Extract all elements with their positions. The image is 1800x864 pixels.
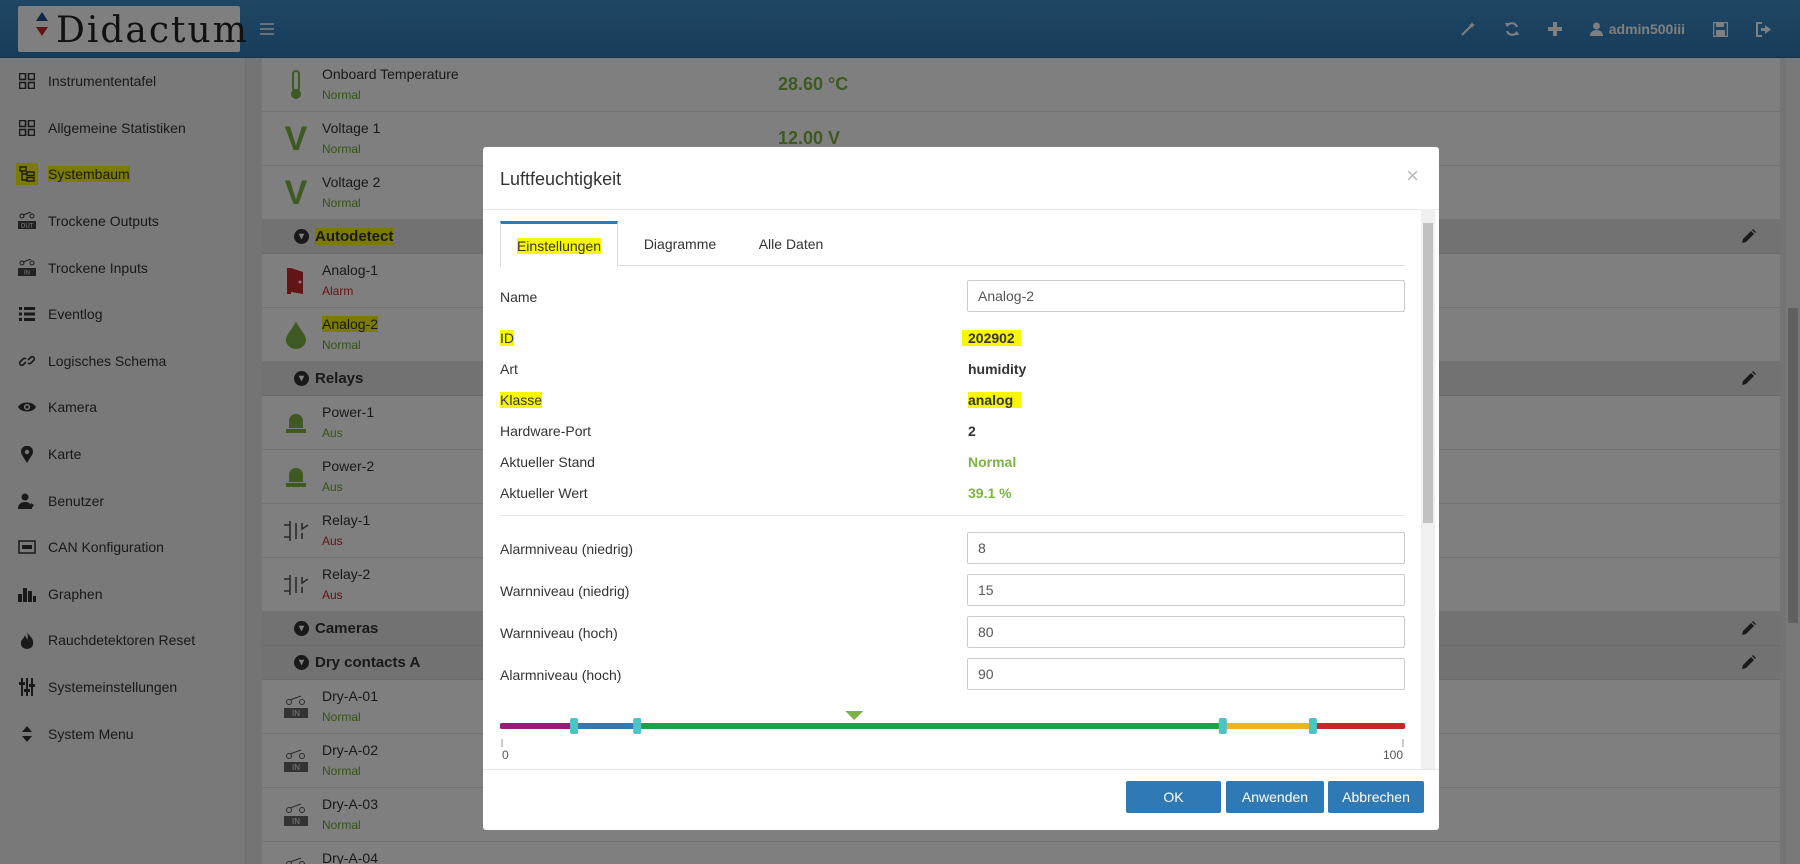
sensor-settings-dialog: Luftfeuchtigkeit × Einstellungen Diagram… bbox=[483, 147, 1439, 830]
tab-label: Diagramme bbox=[643, 235, 717, 252]
warn-high-label: Warnniveau (hoch) bbox=[500, 625, 618, 641]
warn-low-input[interactable] bbox=[967, 574, 1405, 606]
cancel-button[interactable]: Abbrechen bbox=[1328, 781, 1424, 813]
slider-handle[interactable] bbox=[1308, 718, 1317, 734]
aktueller-wert-value: 39.1 % bbox=[968, 485, 1012, 501]
aktueller-stand-value: Normal bbox=[968, 454, 1017, 470]
aktueller-wert-label: Aktueller Wert bbox=[500, 485, 588, 501]
divider bbox=[500, 515, 1405, 516]
tab-diagramme[interactable]: Diagramme bbox=[621, 221, 739, 266]
alarm-high-input[interactable] bbox=[967, 658, 1405, 690]
hardware-port-label: Hardware-Port bbox=[500, 423, 592, 439]
art-label: Art bbox=[500, 361, 518, 377]
divider bbox=[483, 769, 1439, 770]
slider-handle[interactable] bbox=[570, 718, 579, 734]
art-value: humidity bbox=[968, 361, 1027, 377]
alarm-low-label: Alarmniveau (niedrig) bbox=[500, 541, 634, 557]
name-input[interactable] bbox=[967, 280, 1405, 312]
aktueller-stand-label: Aktueller Stand bbox=[500, 454, 595, 470]
tab-label: Einstellungen bbox=[516, 237, 602, 254]
dialog-scrollbar[interactable] bbox=[1421, 209, 1435, 769]
tab-einstellungen[interactable]: Einstellungen bbox=[500, 221, 618, 267]
id-label: ID bbox=[500, 330, 514, 346]
alarm-high-label: Alarmniveau (hoch) bbox=[500, 667, 622, 683]
tab-label: Alle Daten bbox=[758, 235, 824, 252]
klasse-value: analog bbox=[968, 392, 1022, 408]
klasse-label: Klasse bbox=[500, 392, 543, 408]
tab-alle-daten[interactable]: Alle Daten bbox=[741, 221, 841, 266]
divider bbox=[483, 209, 1439, 210]
name-label: Name bbox=[500, 289, 538, 305]
min-label: 0 bbox=[502, 748, 509, 761]
current-value-marker bbox=[845, 711, 864, 720]
ok-button[interactable]: OK bbox=[1126, 781, 1221, 813]
threshold-slider[interactable]: 0 100 bbox=[500, 701, 1405, 761]
slider-handle[interactable] bbox=[633, 718, 642, 734]
warn-low-label: Warnniveau (niedrig) bbox=[500, 583, 630, 599]
scrollbar-thumb[interactable] bbox=[1423, 223, 1433, 523]
warn-high-input[interactable] bbox=[967, 616, 1405, 648]
close-icon[interactable]: × bbox=[1406, 163, 1419, 188]
id-value: 202902 bbox=[962, 330, 1021, 346]
max-label: 100 bbox=[1383, 748, 1403, 761]
dialog-title: Luftfeuchtigkeit bbox=[500, 169, 622, 189]
slider-handle[interactable] bbox=[1218, 718, 1227, 734]
apply-button[interactable]: Anwenden bbox=[1226, 781, 1324, 813]
hardware-port-value: 2 bbox=[968, 423, 976, 439]
dialog-body: Einstellungen Diagramme Alle Daten Name … bbox=[500, 221, 1405, 766]
tab-bar: Einstellungen Diagramme Alle Daten bbox=[500, 221, 1405, 267]
alarm-low-input[interactable] bbox=[967, 532, 1405, 564]
